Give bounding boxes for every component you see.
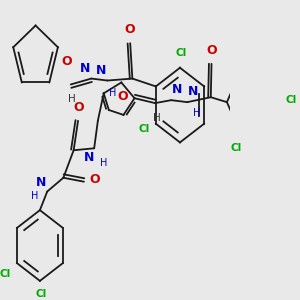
Text: Cl: Cl (139, 124, 150, 134)
Text: O: O (124, 23, 135, 36)
Text: N: N (35, 176, 46, 189)
Text: H: H (68, 94, 76, 104)
Text: H: H (193, 108, 201, 118)
Text: H: H (100, 158, 107, 168)
Text: N: N (172, 83, 182, 96)
Text: Cl: Cl (0, 269, 11, 279)
Text: Cl: Cl (36, 289, 47, 299)
Text: N: N (84, 151, 94, 164)
Text: N: N (96, 64, 106, 76)
Text: Cl: Cl (231, 142, 242, 153)
Text: H: H (109, 88, 116, 98)
Text: H: H (31, 191, 38, 201)
Text: O: O (74, 101, 84, 114)
Text: H: H (153, 113, 161, 123)
Text: N: N (80, 61, 91, 75)
Text: Cl: Cl (286, 95, 297, 105)
Text: O: O (61, 55, 72, 68)
Text: N: N (188, 85, 198, 98)
Text: Cl: Cl (176, 48, 187, 58)
Text: O: O (90, 173, 101, 186)
Text: O: O (206, 44, 217, 57)
Text: O: O (118, 90, 128, 104)
